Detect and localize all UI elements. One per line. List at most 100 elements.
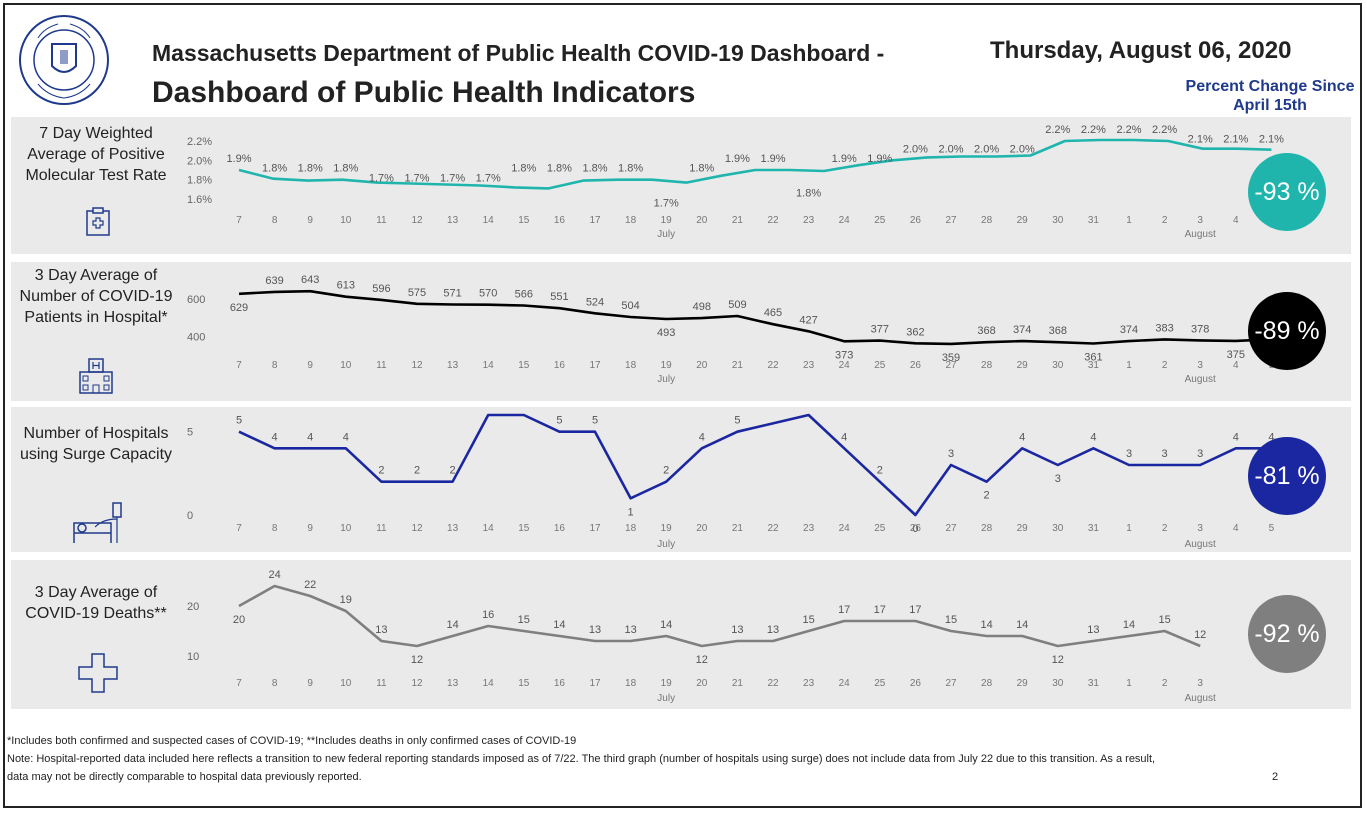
hospitalized-chart: 600 400 629 639 643 613 596 575 571 570 566 551 524 5… <box>187 274 1281 385</box>
x-tick-label: 12 <box>411 360 423 371</box>
x-tick-label: 19 <box>661 523 673 534</box>
footnote-definitions: *Includes both confirmed and suspected c… <box>7 735 577 747</box>
data-label: 14 <box>660 619 672 631</box>
data-label: 2.1% <box>1188 134 1213 146</box>
data-label: 1.8% <box>618 163 643 175</box>
x-tick-label: 1 <box>1126 360 1132 371</box>
data-label: 0 <box>912 523 918 535</box>
x-tick-label: 29 <box>1017 360 1029 371</box>
month-label-july: July <box>657 229 675 240</box>
x-tick-label: 11 <box>376 360 387 371</box>
x-tick-label: 2 <box>1162 215 1168 226</box>
data-label: 1.9% <box>725 153 750 165</box>
x-tick-label: 10 <box>340 523 352 534</box>
x-tick-label: 15 <box>518 678 530 689</box>
percent-change-badge: -89 % <box>1248 292 1326 370</box>
x-tick-label: 3 <box>1197 523 1203 534</box>
series-line <box>238 138 1272 190</box>
data-label: 3 <box>1162 448 1168 460</box>
x-tick-label: 10 <box>340 360 352 371</box>
x-tick-label: 9 <box>307 678 313 689</box>
x-tick-label: 14 <box>483 360 495 371</box>
y-tick-label: 400 <box>187 331 205 343</box>
x-tick-label: 7 <box>236 678 242 689</box>
x-tick-label: 30 <box>1052 523 1064 534</box>
x-tick-label: 16 <box>554 678 566 689</box>
x-tick-label: 3 <box>1197 678 1203 689</box>
x-tick-label: 26 <box>910 523 922 534</box>
data-label: 383 <box>1155 322 1173 334</box>
x-tick-label: 20 <box>696 360 708 371</box>
x-tick-label: 24 <box>839 215 851 226</box>
data-label: 3 <box>1126 448 1132 460</box>
month-label-august: August <box>1185 693 1216 704</box>
x-tick-label: 1 <box>1126 215 1132 226</box>
data-label: 14 <box>980 619 992 631</box>
data-label: 12 <box>411 654 423 666</box>
data-label: 3 <box>1197 448 1203 460</box>
data-label: 2.2% <box>1045 124 1070 136</box>
data-label: 14 <box>446 619 458 631</box>
data-label: 2 <box>877 465 883 477</box>
x-tick-label: 27 <box>945 360 957 371</box>
data-label: 368 <box>1049 325 1067 337</box>
x-tick-label: 16 <box>554 215 566 226</box>
y-tick-label: 1.8% <box>187 175 212 187</box>
data-label: 1.9% <box>867 153 892 165</box>
x-tick-label: 7 <box>236 360 242 371</box>
data-label: 368 <box>977 325 995 337</box>
data-label: 639 <box>265 275 283 287</box>
data-label: 2 <box>663 465 669 477</box>
data-label: 373 <box>835 349 853 361</box>
data-label: 566 <box>515 288 533 300</box>
data-label: 1.8% <box>689 163 714 175</box>
x-tick-label: 18 <box>625 523 637 534</box>
y-tick-label: 2.2% <box>187 136 212 148</box>
y-tick-label: 2.0% <box>187 155 212 167</box>
x-tick-label: 25 <box>874 360 886 371</box>
page-number: 2 <box>1272 771 1279 783</box>
data-label: 2 <box>984 490 990 502</box>
positive-rate-chart: 2.2% 2.0% 1.8% 1.6% 1.9% 1.8% 1.8% 1.8% 1.7% 1.7%… <box>187 124 1284 240</box>
data-label: 1.8% <box>333 163 358 175</box>
data-label: 24 <box>268 569 280 581</box>
series-line <box>238 289 1272 346</box>
data-label: 12 <box>1194 629 1206 641</box>
x-tick-label: 15 <box>518 215 530 226</box>
x-tick-label: 9 <box>307 215 313 226</box>
data-label: 13 <box>589 624 601 636</box>
x-tick-label: 4 <box>1233 215 1239 226</box>
x-tick-label: 16 <box>554 360 566 371</box>
data-label: 3 <box>948 448 954 460</box>
data-label: 5 <box>236 415 242 427</box>
x-tick-label: 2 <box>1162 360 1168 371</box>
month-label-august: August <box>1185 229 1216 240</box>
x-tick-label: 13 <box>447 678 459 689</box>
data-label: 2.2% <box>1152 124 1177 136</box>
data-label: 13 <box>375 624 387 636</box>
series-line <box>238 584 1201 648</box>
data-label: 3 <box>1055 473 1061 485</box>
data-label: 374 <box>1120 324 1138 336</box>
data-label: 2.0% <box>1010 143 1035 155</box>
x-tick-label: 11 <box>376 523 387 534</box>
x-tick-label: 19 <box>661 360 673 371</box>
data-label: 361 <box>1084 352 1102 364</box>
data-label: 629 <box>230 302 248 314</box>
x-tick-label: 17 <box>589 523 601 534</box>
data-label: 1.7% <box>369 172 394 184</box>
data-label: 596 <box>372 283 390 295</box>
x-tick-label: 7 <box>236 523 242 534</box>
x-tick-label: 22 <box>767 523 779 534</box>
percent-change-label: Percent Change Since April 15th <box>1185 78 1355 114</box>
data-label: 1.8% <box>582 163 607 175</box>
x-tick-label: 24 <box>839 523 851 534</box>
x-tick-label: 28 <box>981 215 993 226</box>
x-tick-label: 20 <box>696 523 708 534</box>
x-tick-label: 8 <box>272 523 278 534</box>
x-tick-label: 31 <box>1088 215 1100 226</box>
x-tick-label: 13 <box>447 360 459 371</box>
data-label: 362 <box>906 326 924 338</box>
data-label: 1.9% <box>226 153 251 165</box>
